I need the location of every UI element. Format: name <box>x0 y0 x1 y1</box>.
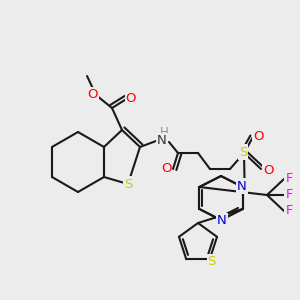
Text: F: F <box>285 205 292 218</box>
Text: N: N <box>217 214 227 227</box>
Text: O: O <box>126 92 136 104</box>
Text: O: O <box>253 130 263 142</box>
Text: S: S <box>239 146 247 158</box>
Text: N: N <box>157 134 167 148</box>
Text: O: O <box>88 88 98 101</box>
Text: O: O <box>161 163 171 176</box>
Text: F: F <box>285 188 292 202</box>
Text: S: S <box>208 255 216 268</box>
Text: H: H <box>160 125 168 139</box>
Text: F: F <box>285 172 292 185</box>
Text: S: S <box>124 178 132 190</box>
Text: N: N <box>237 179 247 193</box>
Text: O: O <box>263 164 273 176</box>
